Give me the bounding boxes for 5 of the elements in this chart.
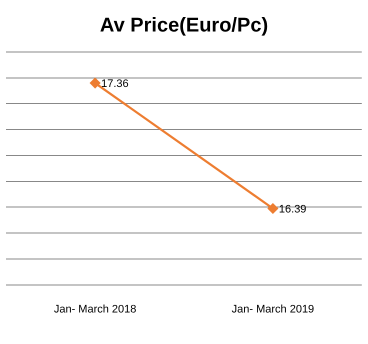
x-tick-label: Jan- March 2018 bbox=[54, 303, 136, 316]
data-label: 17.36 bbox=[101, 78, 129, 90]
chart-title: Av Price(Euro/Pc) bbox=[100, 14, 268, 37]
data-label: 16.39 bbox=[278, 204, 306, 216]
x-tick-label: Jan- March 2019 bbox=[232, 303, 314, 316]
